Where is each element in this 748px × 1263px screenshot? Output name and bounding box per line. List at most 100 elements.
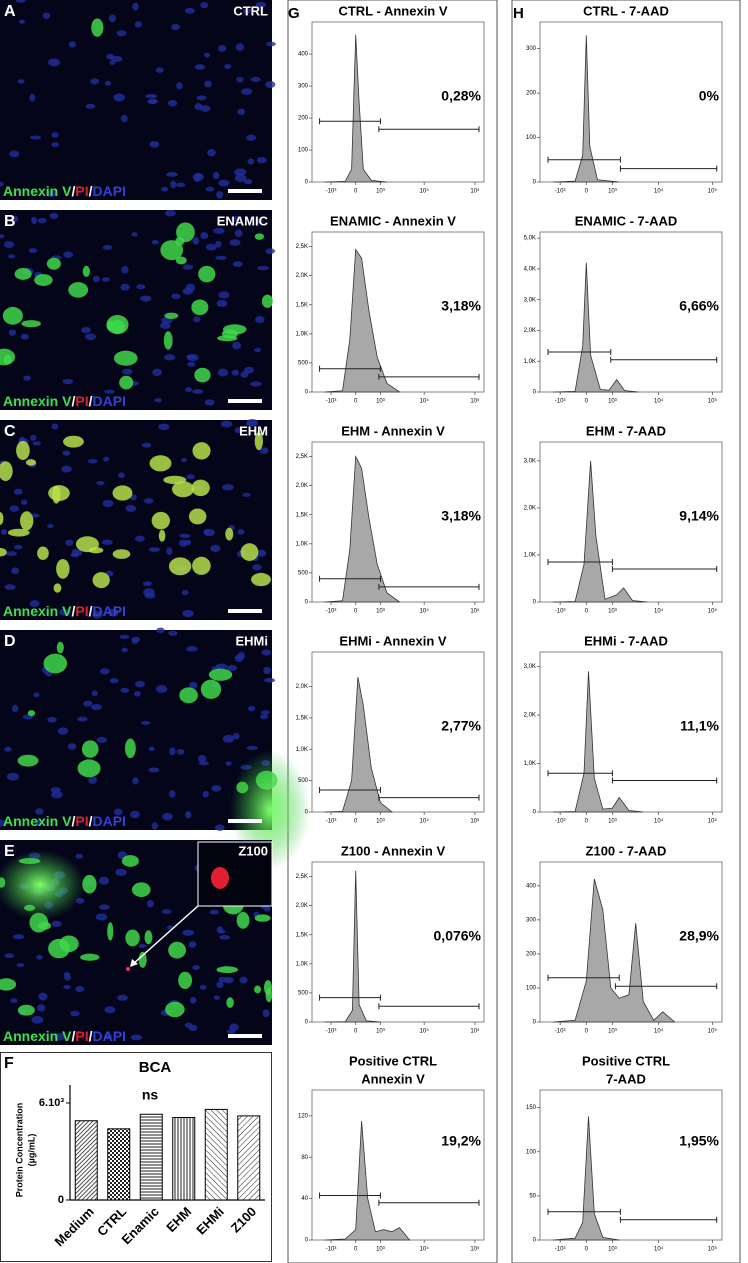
nucleus <box>197 754 207 763</box>
nucleus <box>146 900 154 908</box>
panel-label: CTRL <box>233 3 268 18</box>
nucleus <box>184 7 195 14</box>
percentage: 19,2% <box>441 1133 481 1149</box>
y-tick-label: 300 <box>526 917 537 923</box>
nucleus <box>0 181 4 187</box>
nucleus <box>122 368 133 375</box>
nucleus <box>16 963 25 968</box>
cell <box>37 546 49 560</box>
nucleus <box>160 322 171 330</box>
nucleus <box>186 474 195 480</box>
x-tick-label: 10⁵ <box>470 188 480 195</box>
x-tick-label: 10⁵ <box>708 1246 718 1253</box>
nucleus <box>220 420 233 428</box>
nucleus <box>11 215 19 223</box>
nucleus <box>166 547 173 555</box>
nucleus <box>171 23 180 31</box>
nucleus <box>217 368 229 377</box>
x-tick-label: 10³ <box>608 1247 617 1253</box>
nucleus <box>108 14 117 23</box>
nucleus <box>176 749 185 755</box>
cell <box>82 874 97 894</box>
nucleus <box>140 720 151 725</box>
nucleus <box>90 78 100 85</box>
annotation: ns <box>142 1087 159 1103</box>
nucleus <box>179 539 188 547</box>
panel-letter: D <box>4 633 16 650</box>
x-tick-label: 10⁵ <box>708 818 718 825</box>
nucleus <box>216 191 224 199</box>
percentage: 0,076% <box>434 928 482 944</box>
x-tick-label: 10³ <box>608 1029 617 1035</box>
y-tick-label: 4,0K <box>524 267 536 273</box>
nucleus <box>207 149 216 157</box>
nucleus <box>181 590 189 596</box>
x-tick-label: -10³ <box>555 609 566 615</box>
x-tick-label: -10³ <box>326 399 337 405</box>
cell <box>107 922 114 941</box>
nucleus <box>10 567 20 575</box>
nucleus <box>148 746 155 752</box>
y-tick-label: 0 <box>533 810 537 816</box>
nucleus <box>91 690 98 697</box>
column-letter: G <box>288 5 300 22</box>
chart-title: CTRL - 7-AAD <box>583 3 669 18</box>
stain-part: Annexin V <box>3 1028 72 1044</box>
cell <box>34 274 53 286</box>
nucleus <box>193 316 201 323</box>
x-tick-label: 10⁴ <box>420 1246 430 1253</box>
cell <box>168 941 186 959</box>
x-tick-label: -10³ <box>555 1029 566 1035</box>
image-background <box>0 210 272 410</box>
percentage: 11,1% <box>680 718 719 734</box>
y-tick-label: 1,0K <box>524 359 536 365</box>
nucleus <box>171 293 181 300</box>
nucleus <box>229 1023 239 1032</box>
cell <box>91 18 104 37</box>
histogram-area <box>553 460 648 603</box>
y-tick-label: 6.10³ <box>39 1097 64 1109</box>
cell <box>77 759 101 778</box>
x-tick-label: -10³ <box>326 1029 337 1035</box>
nucleus <box>164 210 176 217</box>
nucleus <box>132 777 139 785</box>
x-tick-label: 0 <box>354 819 358 825</box>
cell <box>68 282 89 298</box>
nucleus <box>189 996 197 1004</box>
chart-subtitle: Annexin V <box>361 1071 425 1086</box>
x-tick-label: 10⁵ <box>470 608 480 615</box>
nucleus <box>203 52 211 58</box>
y-tick-label: 150 <box>526 1105 537 1111</box>
nucleus <box>236 76 244 83</box>
nucleus <box>186 354 196 359</box>
nucleus <box>5 551 18 557</box>
stain-label: Annexin V/PI/DAPI <box>3 1028 126 1044</box>
cell <box>125 929 140 947</box>
cell <box>80 953 100 961</box>
cell <box>112 549 131 559</box>
nucleus <box>158 423 170 431</box>
nucleus <box>85 333 97 341</box>
plot-frame <box>539 651 723 813</box>
nucleus <box>198 761 209 766</box>
nucleus <box>30 434 37 441</box>
nucleus <box>246 421 258 427</box>
y-tick-label: 200 <box>298 116 309 122</box>
nucleus <box>141 442 152 448</box>
x-tick-label: 10⁴ <box>654 398 664 405</box>
nucleus <box>104 1034 113 1039</box>
x-tick-label: 10⁴ <box>420 398 430 405</box>
percentage: 0% <box>699 88 720 104</box>
nucleus <box>205 186 215 192</box>
nucleus <box>35 808 44 815</box>
percentage: 1,95% <box>679 1133 719 1149</box>
stain-part: PI <box>75 183 88 199</box>
nucleus <box>256 157 267 164</box>
nucleus <box>204 399 215 406</box>
nucleus <box>117 994 128 1001</box>
panel-letter: C <box>4 423 16 440</box>
image-background <box>0 0 272 200</box>
y-tick-label: 2,0K <box>524 713 536 719</box>
x-tick-label: 0 <box>354 189 358 195</box>
y-tick-label: 0 <box>533 1238 537 1244</box>
